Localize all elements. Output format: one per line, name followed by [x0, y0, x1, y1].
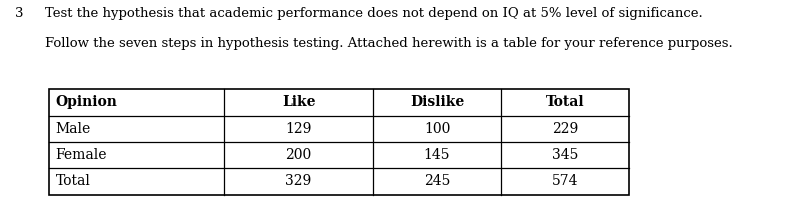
Text: Like: Like	[282, 95, 315, 109]
Text: 574: 574	[552, 174, 579, 188]
Text: 3: 3	[15, 7, 24, 20]
Text: Total: Total	[546, 95, 584, 109]
Text: 329: 329	[285, 174, 312, 188]
Text: 229: 229	[552, 122, 578, 136]
Text: 100: 100	[424, 122, 450, 136]
Text: Test the hypothesis that academic performance does not depend on IQ at 5% level : Test the hypothesis that academic perfor…	[45, 7, 703, 20]
Text: 245: 245	[424, 174, 450, 188]
Text: Dislike: Dislike	[410, 95, 464, 109]
Text: 129: 129	[285, 122, 312, 136]
Text: 200: 200	[285, 148, 312, 162]
Text: Follow the seven steps in hypothesis testing. Attached herewith is a table for y: Follow the seven steps in hypothesis tes…	[45, 36, 733, 50]
Bar	[48, 89, 630, 195]
Text: 345: 345	[552, 148, 578, 162]
Text: Male: Male	[55, 122, 90, 136]
Text: Opinion: Opinion	[55, 95, 117, 109]
Text: Female: Female	[55, 148, 107, 162]
Text: 145: 145	[424, 148, 451, 162]
Text: Total: Total	[55, 174, 90, 188]
